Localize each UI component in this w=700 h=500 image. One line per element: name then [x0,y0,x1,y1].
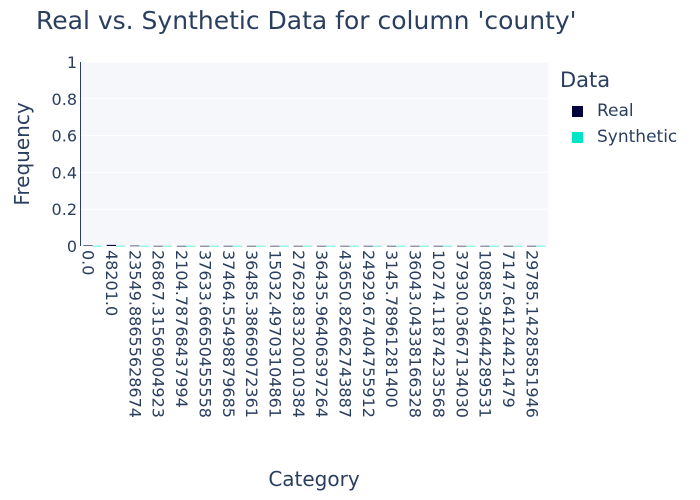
bar-real-6 [223,245,233,247]
bar-synthetic-13 [396,245,406,247]
x-tick-label: 29785.14285851946 [522,250,541,418]
legend-item-synthetic[interactable]: Synthetic [560,124,677,150]
legend-swatch-real [572,105,583,117]
x-tick-label: 24929.67404755912 [359,250,378,418]
bar-synthetic-12 [372,245,383,247]
x-tick-label: 36043.04338166328 [406,250,425,418]
bar-synthetic-6 [232,245,243,247]
bar-real-5 [200,245,210,247]
x-tick-label: 43650.82662743887 [336,250,355,418]
x-tick-label: 23549.88655628674 [125,250,144,418]
bar-real-1 [106,244,117,246]
bar-synthetic-18 [512,245,523,247]
bar-synthetic-17 [489,245,499,247]
bar-real-10 [316,245,327,247]
legend-title: Data [560,68,611,92]
bar-synthetic-11 [349,245,359,247]
x-tick-label: 10885.94644289531 [476,250,495,418]
bar-synthetic-4 [186,245,196,247]
bar-synthetic-0 [92,245,103,247]
bar-synthetic-1 [116,245,126,247]
y-tick-label: 0.6 [52,127,77,146]
bars [83,244,546,247]
x-tick-label: 27629.83320010384 [289,250,308,418]
x-axis-ticks: 0.0 48201.0 23549.88655628674 26867.3156900… [79,250,542,418]
y-tick-label: 0.2 [52,200,77,219]
x-tick-label: 37464.55498879685 [219,250,238,418]
x-tick-label: 2104.78768437994 [172,250,191,408]
bar-synthetic-3 [162,245,173,247]
x-tick-label: 48201.0 [102,250,121,316]
legend-label-synthetic: Synthetic [597,127,678,147]
y-tick-label: 0 [67,237,77,256]
bar-synthetic-2 [139,245,149,247]
x-tick-label: 36435.96406397264 [312,250,331,418]
bar-synthetic-16 [466,245,476,247]
bar-real-17 [480,245,490,247]
bar-real-16 [456,245,467,247]
legend-label-real: Real [597,101,634,121]
bar-real-8 [270,245,280,247]
bar-real-3 [153,245,163,247]
bar-real-13 [386,245,397,247]
legend-swatch-synthetic [572,131,583,143]
bar-synthetic-15 [442,245,453,247]
chart-title: Real vs. Synthetic Data for column 'coun… [36,6,577,35]
bar-real-12 [363,245,373,247]
bar-real-11 [340,245,350,247]
x-tick-label: 36485.38669072361 [242,250,261,418]
y-tick-label: 0.8 [52,90,77,109]
y-tick-label: 0.4 [52,163,77,182]
bar-real-14 [410,245,420,247]
y-axis-ticks: 0 0.2 0.4 0.6 0.8 1 [52,53,77,256]
bar-synthetic-9 [302,245,313,247]
bar-real-0 [83,245,93,247]
legend: Data Real Synthetic [560,68,677,150]
x-tick-label: 15032.49703104861 [265,250,284,418]
x-tick-label: 26867.31569004923 [149,250,168,418]
x-axis-title: Category [268,467,360,491]
y-tick-label: 1 [67,53,77,72]
x-tick-label: 37633.66650455558 [195,250,214,418]
bar-real-19 [526,245,537,247]
x-tick-label: 0.0 [79,250,98,275]
y-axis-title: Frequency [10,102,34,205]
bar-real-2 [130,245,140,247]
legend-item-real[interactable]: Real [560,98,677,124]
bar-synthetic-14 [419,245,429,247]
x-tick-label: 37930.03667134030 [452,250,471,418]
x-tick-label: 3145.78961281400 [382,250,401,408]
x-tick-label: 7147.64124421479 [499,250,518,408]
x-tick-label: 10274.11874233568 [429,250,448,418]
bar-real-18 [503,245,513,247]
bar-real-4 [176,245,187,247]
bar-real-9 [293,245,303,247]
bar-synthetic-8 [279,245,289,247]
bar-synthetic-5 [209,245,219,247]
bar-real-7 [246,245,257,247]
bar-synthetic-7 [256,245,266,247]
plot-area [81,62,548,246]
bar-synthetic-19 [536,245,546,247]
bar-real-15 [433,245,443,247]
bar-synthetic-10 [326,245,336,247]
